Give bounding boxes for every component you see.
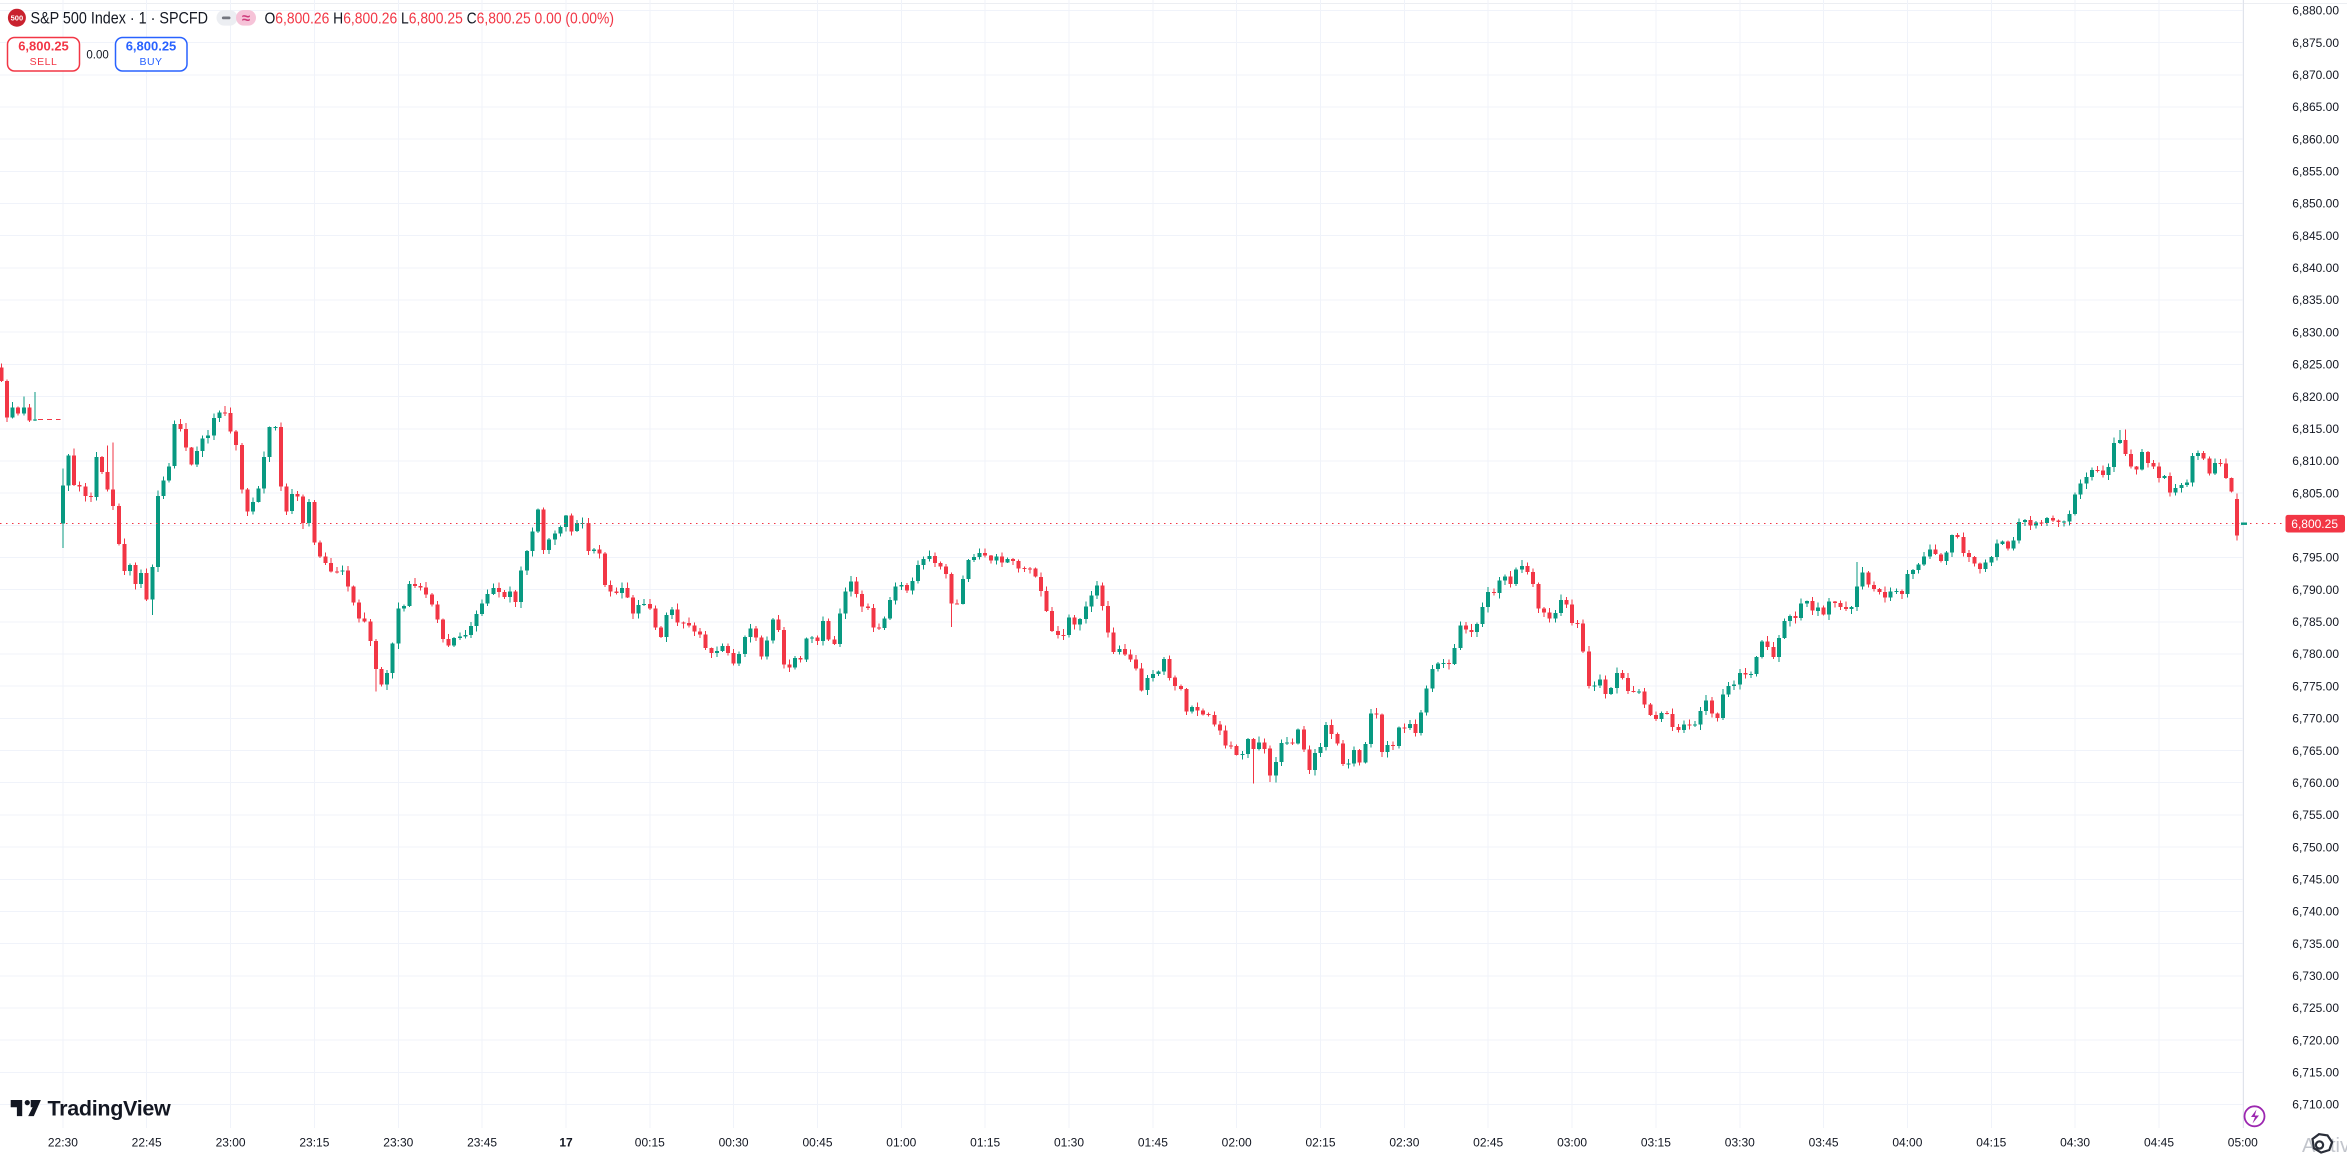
svg-text:6,730.00: 6,730.00 xyxy=(2292,969,2339,983)
svg-text:23:00: 23:00 xyxy=(216,1136,246,1150)
svg-text:17: 17 xyxy=(559,1136,573,1150)
svg-text:01:15: 01:15 xyxy=(970,1136,1000,1150)
svg-text:02:30: 02:30 xyxy=(1389,1136,1419,1150)
svg-text:6,880.00: 6,880.00 xyxy=(2292,4,2339,18)
svg-text:O6,800.26 H6,800.26 L6,800.25: O6,800.26 H6,800.26 L6,800.25 C6,800.25 … xyxy=(265,11,615,28)
svg-text:6,810.00: 6,810.00 xyxy=(2292,454,2339,468)
svg-text:6,780.00: 6,780.00 xyxy=(2292,647,2339,661)
svg-text:04:30: 04:30 xyxy=(2060,1136,2090,1150)
svg-text:23:15: 23:15 xyxy=(299,1136,329,1150)
svg-text:22:45: 22:45 xyxy=(132,1136,162,1150)
svg-text:6,830.00: 6,830.00 xyxy=(2292,325,2339,339)
svg-text:01:30: 01:30 xyxy=(1054,1136,1084,1150)
svg-text:6,800.25: 6,800.25 xyxy=(18,38,69,53)
svg-text:6,850.00: 6,850.00 xyxy=(2292,197,2339,211)
svg-text:6,835.00: 6,835.00 xyxy=(2292,293,2339,307)
svg-text:6,750.00: 6,750.00 xyxy=(2292,840,2339,854)
svg-text:04:45: 04:45 xyxy=(2144,1136,2174,1150)
svg-text:TradingView: TradingView xyxy=(48,1097,172,1121)
svg-text:6,815.00: 6,815.00 xyxy=(2292,422,2339,436)
svg-text:6,725.00: 6,725.00 xyxy=(2292,1001,2339,1015)
svg-text:6,870.00: 6,870.00 xyxy=(2292,68,2339,82)
svg-text:6,855.00: 6,855.00 xyxy=(2292,165,2339,179)
svg-text:6,860.00: 6,860.00 xyxy=(2292,132,2339,146)
svg-text:6,785.00: 6,785.00 xyxy=(2292,615,2339,629)
svg-text:6,840.00: 6,840.00 xyxy=(2292,261,2339,275)
svg-text:02:15: 02:15 xyxy=(1305,1136,1335,1150)
svg-text:6,800.25: 6,800.25 xyxy=(126,38,177,53)
svg-text:6,790.00: 6,790.00 xyxy=(2292,583,2339,597)
svg-text:6,740.00: 6,740.00 xyxy=(2292,905,2339,919)
svg-text:23:30: 23:30 xyxy=(383,1136,413,1150)
svg-text:02:45: 02:45 xyxy=(1473,1136,1503,1150)
svg-text:6,770.00: 6,770.00 xyxy=(2292,712,2339,726)
svg-text:00:45: 00:45 xyxy=(802,1136,832,1150)
svg-text:03:30: 03:30 xyxy=(1725,1136,1755,1150)
svg-text:6,805.00: 6,805.00 xyxy=(2292,486,2339,500)
svg-text:22:30: 22:30 xyxy=(48,1136,78,1150)
svg-text:6,875.00: 6,875.00 xyxy=(2292,36,2339,50)
svg-text:6,795.00: 6,795.00 xyxy=(2292,551,2339,565)
svg-text:500: 500 xyxy=(11,13,24,22)
svg-text:6,715.00: 6,715.00 xyxy=(2292,1066,2339,1080)
svg-text:05:00: 05:00 xyxy=(2228,1136,2258,1150)
svg-text:6,720.00: 6,720.00 xyxy=(2292,1033,2339,1047)
svg-text:6,820.00: 6,820.00 xyxy=(2292,390,2339,404)
svg-text:6,760.00: 6,760.00 xyxy=(2292,776,2339,790)
svg-text:03:45: 03:45 xyxy=(1809,1136,1839,1150)
svg-text:≈: ≈ xyxy=(242,10,250,27)
svg-text:6,775.00: 6,775.00 xyxy=(2292,679,2339,693)
svg-text:6,800.25: 6,800.25 xyxy=(2291,517,2338,531)
svg-text:01:00: 01:00 xyxy=(886,1136,916,1150)
svg-text:SELL: SELL xyxy=(30,56,58,68)
svg-text:BUY: BUY xyxy=(139,56,162,68)
svg-text:6,710.00: 6,710.00 xyxy=(2292,1098,2339,1112)
svg-text:S&P 500 Index · 1 · SPCFD: S&P 500 Index · 1 · SPCFD xyxy=(31,9,209,28)
svg-text:6,865.00: 6,865.00 xyxy=(2292,100,2339,114)
svg-text:0.00: 0.00 xyxy=(86,49,108,61)
svg-text:6,745.00: 6,745.00 xyxy=(2292,873,2339,887)
svg-text:00:15: 00:15 xyxy=(635,1136,665,1150)
svg-text:6,735.00: 6,735.00 xyxy=(2292,937,2339,951)
svg-text:00:30: 00:30 xyxy=(719,1136,749,1150)
svg-text:23:45: 23:45 xyxy=(467,1136,497,1150)
svg-text:03:00: 03:00 xyxy=(1557,1136,1587,1150)
svg-text:02:00: 02:00 xyxy=(1222,1136,1252,1150)
svg-text:04:15: 04:15 xyxy=(1976,1136,2006,1150)
svg-text:6,825.00: 6,825.00 xyxy=(2292,358,2339,372)
svg-text:6,755.00: 6,755.00 xyxy=(2292,808,2339,822)
svg-text:04:00: 04:00 xyxy=(1892,1136,1922,1150)
svg-text:6,845.00: 6,845.00 xyxy=(2292,229,2339,243)
svg-text:03:15: 03:15 xyxy=(1641,1136,1671,1150)
svg-text:6,765.00: 6,765.00 xyxy=(2292,744,2339,758)
svg-text:01:45: 01:45 xyxy=(1138,1136,1168,1150)
svg-text:tiv: tiv xyxy=(2330,1135,2347,1157)
